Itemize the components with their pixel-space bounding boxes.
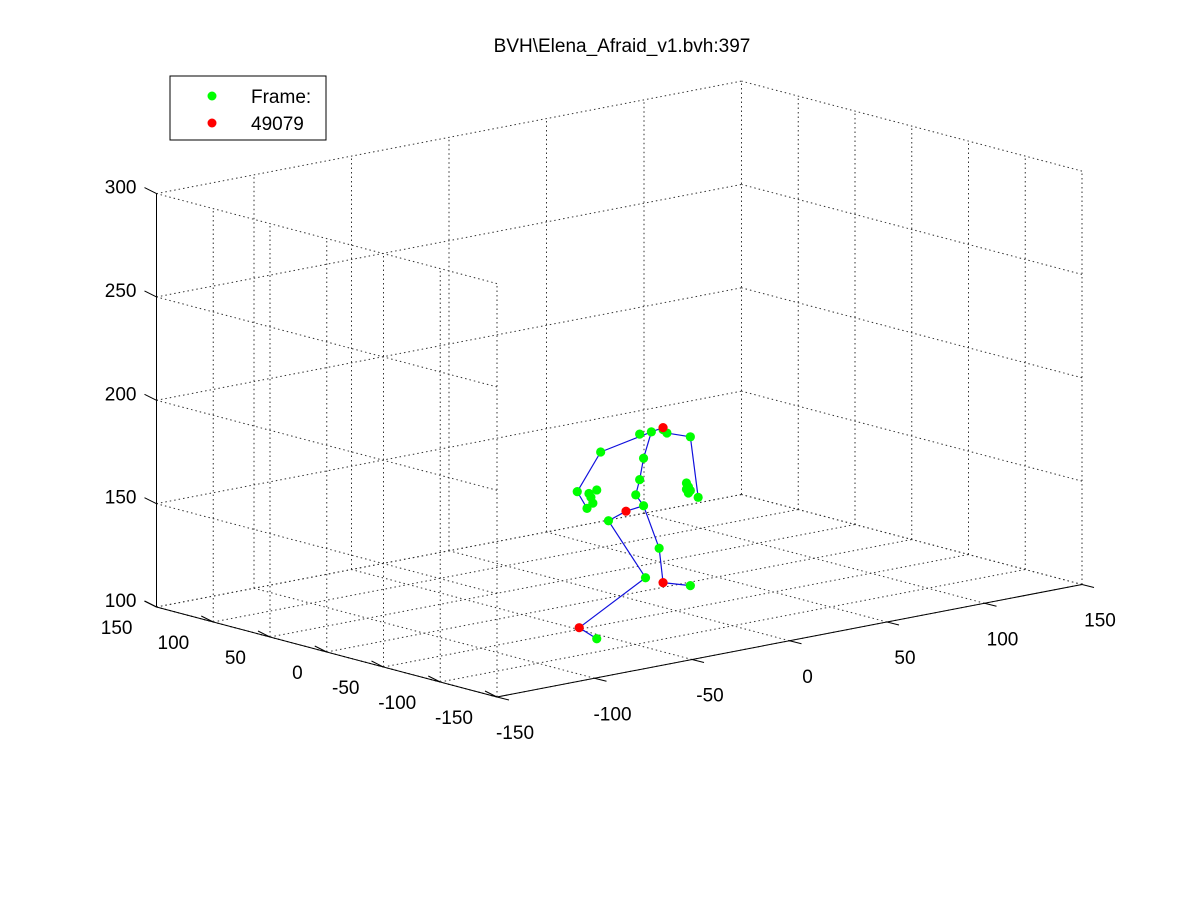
y-tick-mark: [484, 690, 498, 698]
x-tick-label: -50: [696, 686, 723, 707]
x-tick-mark: [691, 659, 705, 663]
grid-line-right-z: [741, 183, 1083, 275]
z-tick-mark: [144, 497, 157, 505]
joint-point: [572, 487, 582, 497]
grid-line-back-z: [156, 287, 742, 401]
z-tick-label: 150: [105, 488, 137, 509]
x-tick-mark: [1081, 584, 1095, 588]
y-tick-mark: [428, 675, 441, 683]
y-tick-label: 0: [292, 663, 303, 684]
end-effector-point: [658, 578, 668, 588]
grid-line-right-z: [741, 80, 1083, 172]
grid-line-right-z: [741, 494, 1083, 585]
y-tick-label: 50: [225, 648, 246, 669]
end-effector-point: [621, 506, 631, 516]
joint-point: [638, 453, 649, 463]
x-tick-label: 0: [802, 667, 813, 688]
grid-line-back-z: [156, 494, 742, 608]
skeleton-joints: [572, 422, 703, 644]
x-tick-label: 150: [1084, 611, 1116, 632]
x-tick-mark: [789, 640, 802, 645]
legend-label-frame: Frame:: [251, 87, 311, 108]
joint-point: [582, 503, 592, 513]
x-tick-label: -100: [593, 704, 631, 725]
z-tick-label: 100: [105, 591, 137, 612]
x-tick-label: 50: [894, 648, 915, 669]
joint-point: [654, 543, 664, 553]
grid-line-right-z: [741, 390, 1083, 482]
grid-line-floor-y: [269, 524, 856, 638]
z-tick-mark: [144, 393, 157, 401]
grid-line-back-z: [156, 80, 742, 195]
skeleton-bone: [578, 577, 646, 629]
joint-point: [685, 581, 695, 591]
x-tick-mark: [886, 621, 900, 626]
y-tick-label: -150: [435, 708, 473, 729]
y-tick-label: 150: [101, 618, 133, 639]
end-effector-point: [574, 623, 584, 633]
y-tick-label: -50: [332, 678, 359, 699]
grid-lines: [156, 80, 1083, 698]
joint-point: [685, 432, 695, 442]
y-tick-mark: [257, 630, 271, 638]
grid-line-floor-y: [383, 554, 969, 668]
joint-point: [592, 634, 602, 644]
joint-point: [646, 427, 656, 437]
skeleton-bone: [607, 520, 647, 579]
y-tick-label: 100: [158, 633, 190, 654]
x-tick-mark: [496, 696, 510, 701]
z-tick-mark: [144, 187, 157, 195]
grid-line-floor-y: [326, 539, 912, 653]
y-tick-mark: [371, 660, 384, 668]
joint-point: [588, 498, 598, 508]
legend: Frame: 49079: [169, 75, 327, 141]
legend-marker-frame: [207, 91, 217, 101]
legend-marker-value: [207, 118, 217, 128]
skeleton-bone: [658, 548, 664, 583]
y-tick-mark: [314, 645, 327, 653]
grid-line-left-z: [156, 399, 498, 491]
grid-line-right-z: [741, 287, 1083, 379]
x-tick-label: -150: [496, 723, 534, 744]
tick-labels: -150 -100 -50 0 50 100 150 -150 -100 -50 0 50 100 150…: [101, 178, 1116, 744]
legend-label-value: 49079: [251, 114, 304, 135]
grid-line-back-z: [156, 390, 742, 505]
joint-point: [683, 488, 694, 498]
z-tick-mark: [144, 290, 157, 298]
joint-point: [596, 447, 606, 457]
joint-point: [638, 501, 649, 511]
grid-line-left-z: [156, 296, 498, 388]
x-tick-label: 100: [987, 629, 1019, 650]
z-tick-label: 250: [105, 281, 137, 302]
skeleton-bone: [689, 436, 699, 498]
joint-point: [592, 485, 602, 495]
joint-point: [693, 492, 703, 502]
grid-line-left-z: [156, 503, 498, 595]
z-tick-label: 200: [105, 384, 137, 405]
joint-point: [635, 429, 645, 439]
y-tick-label: -100: [378, 693, 416, 714]
end-effector-point: [658, 422, 668, 433]
x-tick-mark: [984, 602, 997, 607]
joint-point: [635, 475, 645, 485]
joint-point: [603, 516, 614, 526]
joint-point: [631, 490, 641, 500]
z-tick-label: 300: [105, 178, 137, 199]
chart-title: BVH\Elena_Afraid_v1.bvh:397: [494, 36, 751, 57]
grid-line-left-z: [156, 193, 498, 285]
skeleton-bone: [576, 451, 602, 492]
z-tick-mark: [144, 600, 157, 608]
grid-line-floor-y: [440, 569, 1026, 683]
skeleton-bone: [642, 505, 660, 549]
legend-box: [169, 75, 327, 141]
x-tick-mark: [594, 677, 607, 682]
grid-line-back-z: [156, 183, 742, 298]
grid-line-floor-y: [213, 509, 799, 623]
y-tick-mark: [201, 615, 214, 623]
axis-box: [144, 187, 1095, 701]
joint-point: [640, 573, 651, 583]
